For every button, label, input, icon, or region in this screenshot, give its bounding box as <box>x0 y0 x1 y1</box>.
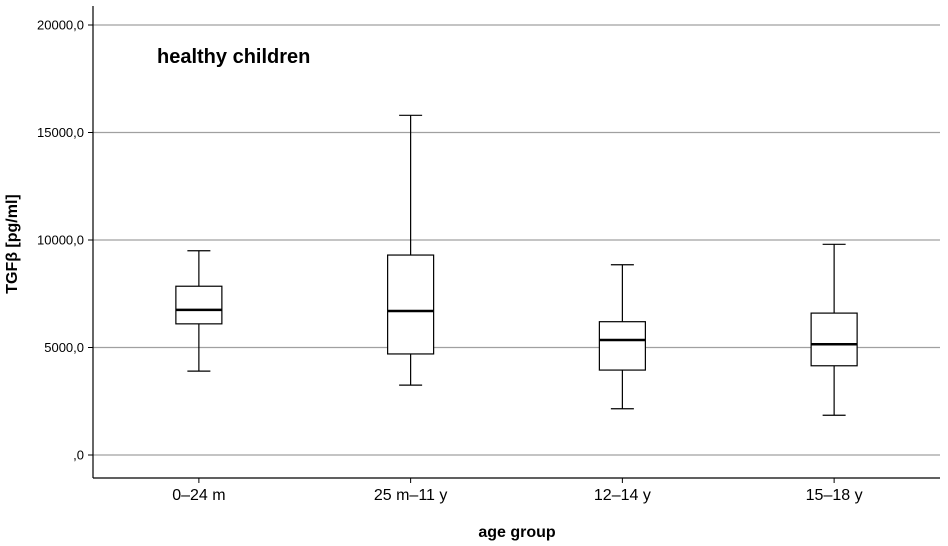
boxplot-2 <box>387 114 435 386</box>
boxplot-1 <box>175 250 223 372</box>
iqr-box <box>810 312 858 367</box>
chart-annotation: healthy children <box>157 46 310 68</box>
x-tick-label: 15–18 y <box>806 487 863 504</box>
iqr-box <box>387 254 435 355</box>
axes <box>88 6 940 483</box>
x-tick-label: 25 m–11 y <box>374 487 448 504</box>
x-tick-labels: 0–24 m 25 m–11 y 12–14 y 15–18 y <box>172 487 862 504</box>
iqr-box <box>598 321 646 371</box>
boxplot-4 <box>810 243 858 416</box>
boxplot-3 <box>598 264 646 410</box>
x-tick-label: 0–24 m <box>172 487 225 504</box>
y-tick-labels: ,0 5000,0 10000,0 15000,0 20000,0 <box>37 18 84 463</box>
y-tick-label: 15000,0 <box>37 125 84 140</box>
y-axis-title: TGFβ [pg/ml] <box>4 194 21 294</box>
boxplots <box>175 114 858 416</box>
grid-lines <box>93 24 940 456</box>
y-tick-label: 20000,0 <box>37 18 84 33</box>
x-tick-label: 12–14 y <box>594 487 651 504</box>
y-tick-label: 5000,0 <box>44 340 84 355</box>
y-tick-label: ,0 <box>73 448 84 463</box>
y-tick-label: 10000,0 <box>37 233 84 248</box>
iqr-box <box>175 285 223 325</box>
x-axis-title: age group <box>478 524 556 541</box>
